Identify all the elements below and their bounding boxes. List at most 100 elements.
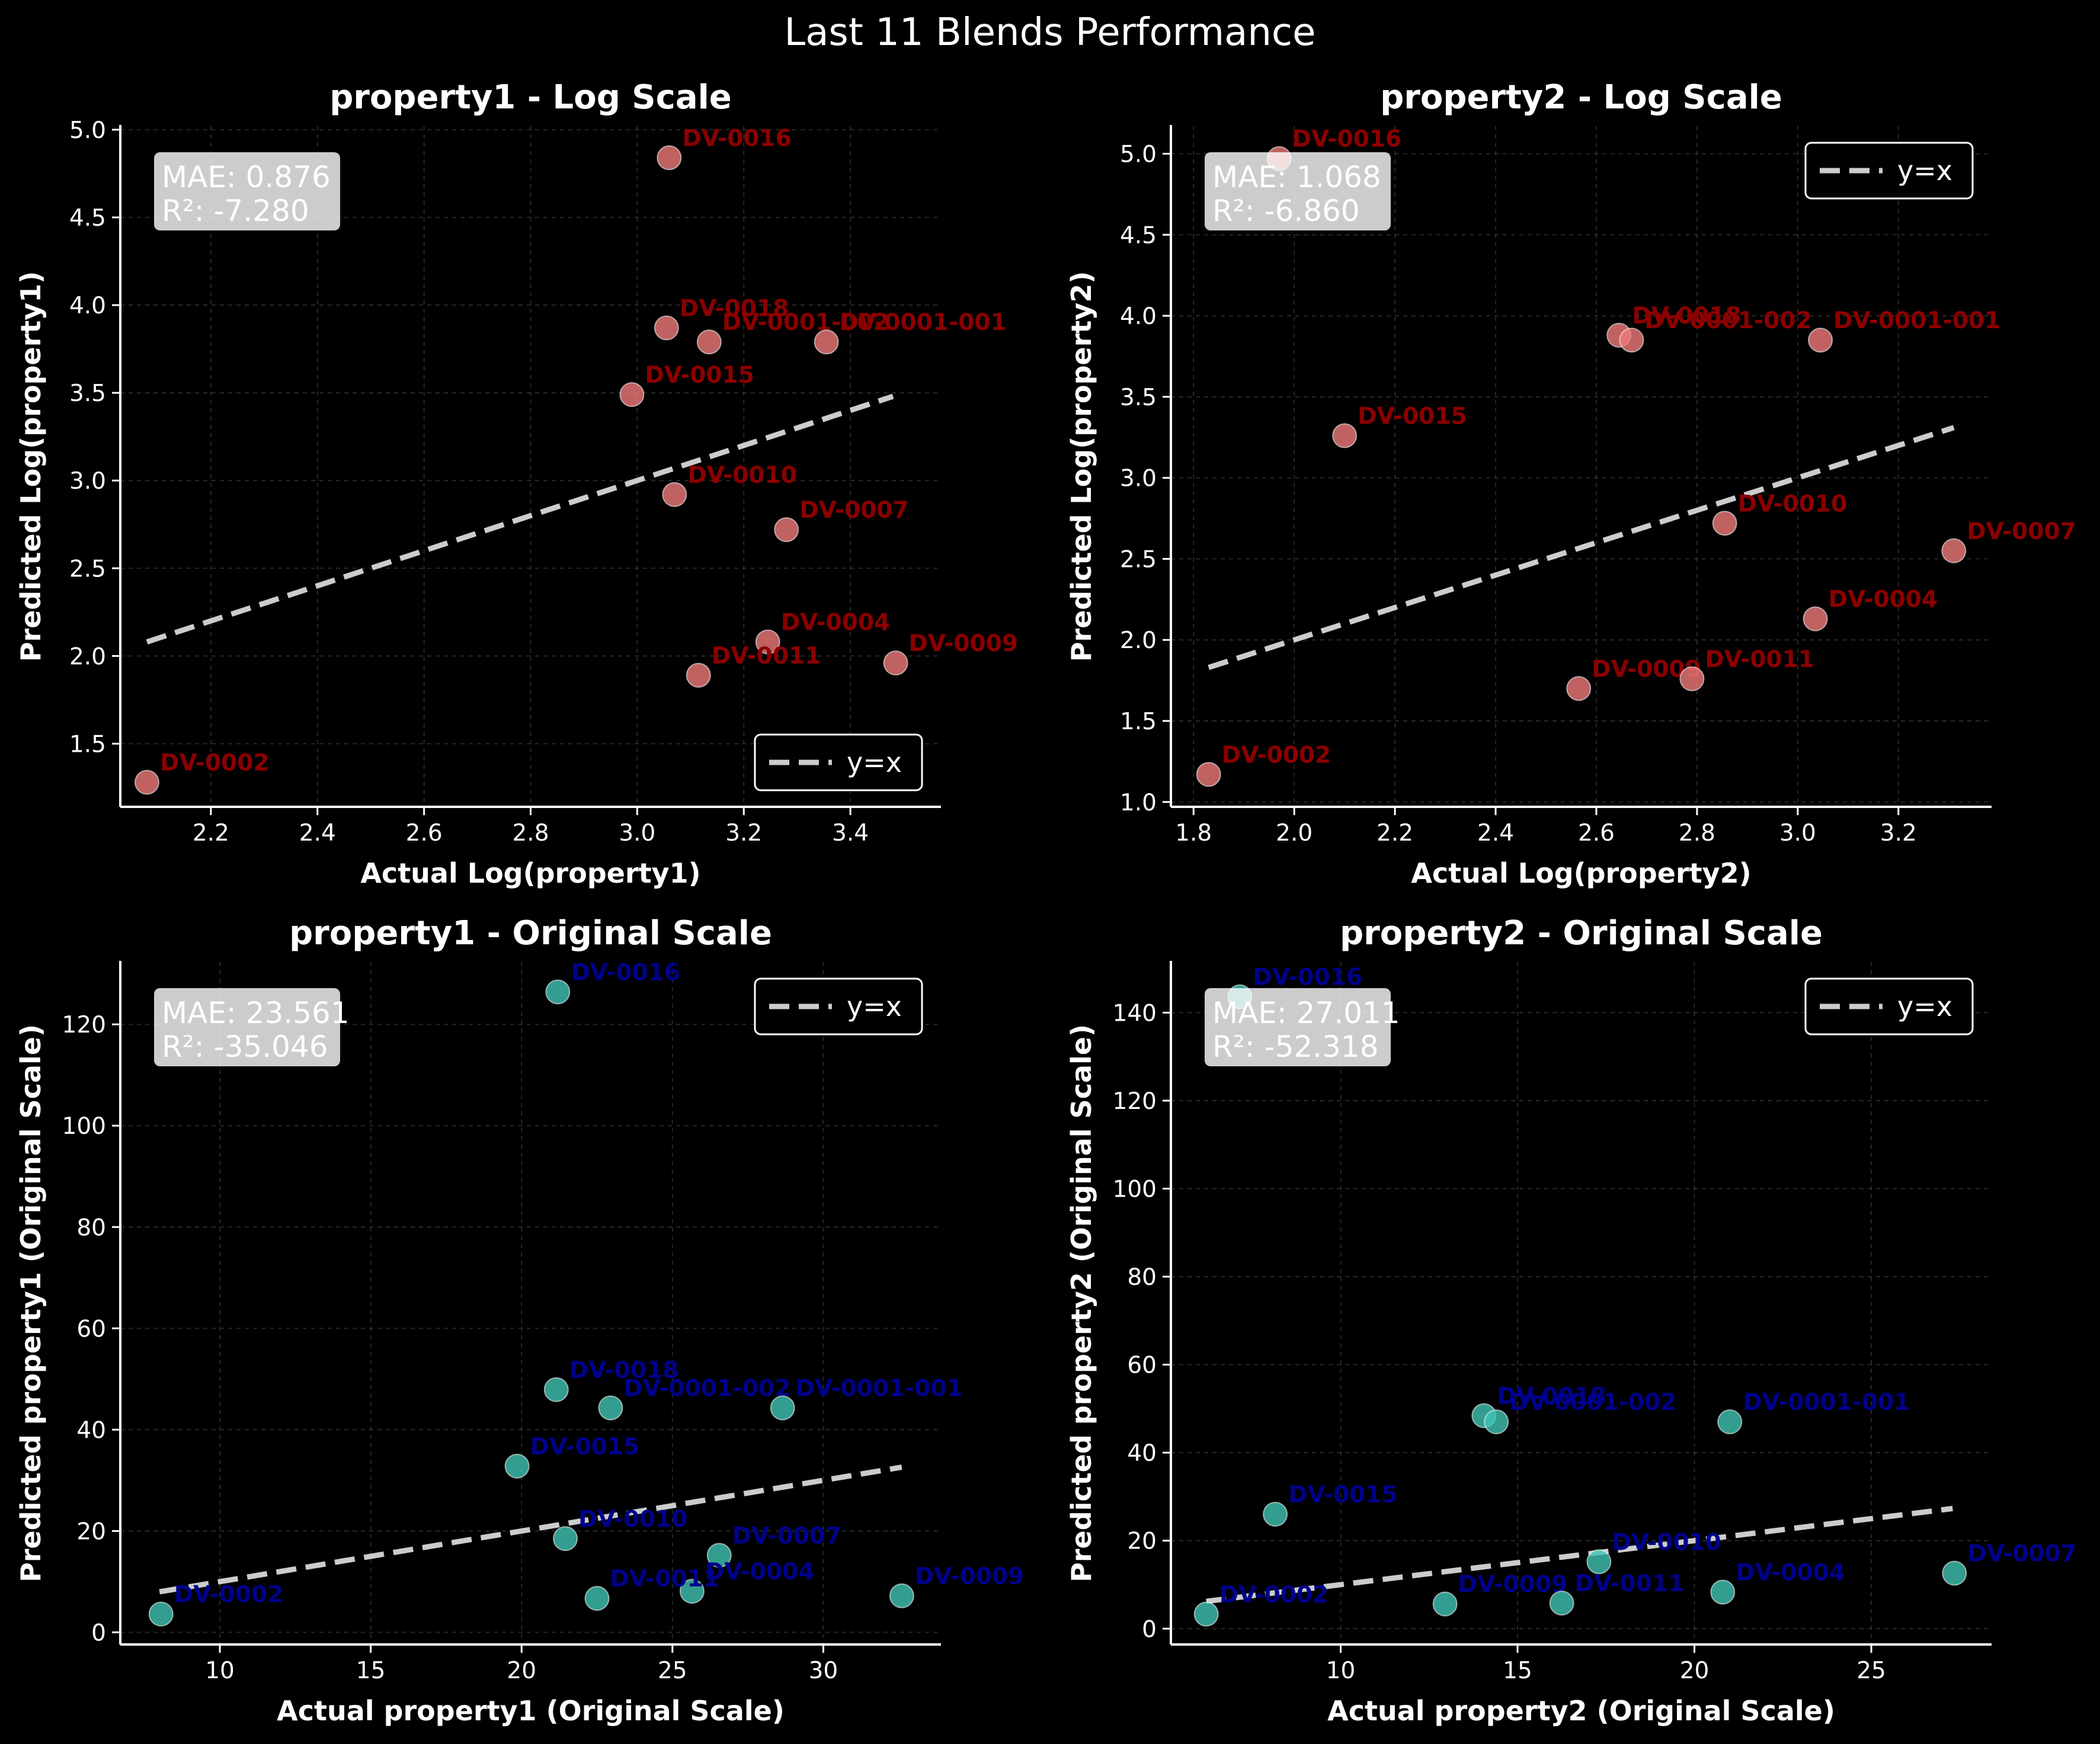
data-point xyxy=(1808,328,1833,353)
y-tick-label: 4.0 xyxy=(69,293,106,319)
data-point xyxy=(696,329,722,355)
data-point xyxy=(1196,762,1221,787)
data-point xyxy=(1619,328,1644,353)
panel-title: property1 - Log Scale xyxy=(329,78,732,117)
y-tick-label: 100 xyxy=(62,1113,106,1140)
point-label: DV-0001-002 xyxy=(1509,1389,1676,1416)
x-tick-label: 2.2 xyxy=(1376,820,1413,847)
x-tick-label: 2.8 xyxy=(1679,820,1715,847)
x-tick-label: 2.4 xyxy=(299,820,336,847)
point-label: DV-0001-001 xyxy=(1833,307,2000,334)
y-tick-label: 5.0 xyxy=(1120,142,1157,168)
panel-3: 10 15 20 25 30020406080100120DV-0016DV-0018D… xyxy=(15,914,1024,1727)
data-point xyxy=(657,145,682,171)
point-label: DV-0011 xyxy=(610,1566,719,1592)
x-tick-label: 2.8 xyxy=(512,820,549,847)
y-axis-label: Predicted Log(property1) xyxy=(15,271,47,662)
data-point xyxy=(598,1395,623,1421)
y-tick-label: 0 xyxy=(91,1620,106,1646)
data-point xyxy=(774,517,799,543)
y-tick-label: 3.0 xyxy=(69,468,106,495)
x-tick-label: 15 xyxy=(1503,1658,1532,1684)
data-point xyxy=(1679,666,1705,691)
y-tick-label: 1.0 xyxy=(1120,790,1157,816)
x-tick-label: 2.6 xyxy=(406,820,443,847)
y-axis-label: Predicted Log(property2) xyxy=(1065,271,1097,662)
data-point xyxy=(1549,1591,1574,1616)
point-label: DV-0010 xyxy=(578,1506,687,1533)
point-label: DV-0002 xyxy=(174,1582,283,1608)
point-label: DV-0004 xyxy=(705,1559,814,1585)
y-tick-label: 4.0 xyxy=(1120,303,1157,330)
point-label: DV-0009 xyxy=(915,1563,1024,1590)
point-label: DV-0010 xyxy=(687,462,796,489)
y-axis-label: Predicted property1 (Original Scale) xyxy=(15,1024,47,1582)
y-tick-label: 100 xyxy=(1113,1176,1157,1203)
y-tick-label: 2.5 xyxy=(69,556,106,582)
mae-value: MAE: 1.068 xyxy=(1212,160,1381,194)
y-tick-label: 80 xyxy=(1127,1264,1157,1291)
mae-value: MAE: 27.011 xyxy=(1212,996,1400,1030)
legend-label: y=x xyxy=(1897,990,1952,1022)
y-tick-label: 0 xyxy=(1142,1616,1157,1643)
legend-box xyxy=(754,977,923,1036)
data-point xyxy=(883,650,908,676)
legend-box xyxy=(754,733,923,791)
legend-label: y=x xyxy=(847,746,902,778)
stats-box xyxy=(1205,152,1391,230)
y-tick-label: 40 xyxy=(76,1417,106,1444)
data-point xyxy=(706,1543,732,1568)
identity-line xyxy=(1206,1506,1953,1604)
x-tick-label: 2.6 xyxy=(1578,820,1615,847)
y-tick-label: 4.5 xyxy=(1120,222,1157,249)
legend-label: y=x xyxy=(1897,155,1952,187)
x-tick-label: 15 xyxy=(356,1658,386,1684)
point-label: DV-0002 xyxy=(160,750,269,777)
data-point xyxy=(686,662,711,688)
data-point xyxy=(1484,1409,1509,1435)
point-label: DV-0010 xyxy=(1738,490,1847,517)
y-tick-label: 2.5 xyxy=(1120,546,1157,573)
data-point xyxy=(1332,423,1358,448)
mae-value: MAE: 0.876 xyxy=(162,160,331,194)
y-tick-label: 1.5 xyxy=(69,731,106,758)
panel-title: property2 - Original Scale xyxy=(1340,914,1823,953)
y-tick-label: 120 xyxy=(62,1012,106,1038)
point-label: DV-0001-001 xyxy=(840,309,1007,336)
x-tick-label: 25 xyxy=(658,1658,687,1684)
point-label: DV-0007 xyxy=(799,497,908,524)
stats-box xyxy=(1205,988,1391,1066)
point-label: DV-0007 xyxy=(732,1522,841,1549)
point-label: DV-0016 xyxy=(1292,126,1401,153)
point-label: DV-0016 xyxy=(682,125,791,152)
x-tick-label: 2.4 xyxy=(1477,820,1514,847)
y-tick-label: 2.0 xyxy=(1120,627,1157,654)
x-axis-label: Actual property2 (Original Scale) xyxy=(1327,1695,1835,1727)
panel-4: 10 15 20 25 0 20 40 60 80 100 120 140 DV-0016 DV-0018… xyxy=(1065,914,2077,1727)
point-label: DV-0015 xyxy=(1358,403,1467,430)
data-point xyxy=(755,629,780,655)
point-label: DV-0010 xyxy=(1612,1529,1721,1556)
y-tick-label: 60 xyxy=(76,1316,106,1342)
x-axis-label: Actual property1 (Original Scale) xyxy=(277,1695,785,1727)
point-label: DV-0011 xyxy=(1705,646,1814,673)
data-point xyxy=(889,1583,914,1608)
y-tick-label: 5.0 xyxy=(69,117,106,144)
point-label: DV-0002 xyxy=(1222,742,1331,768)
data-point xyxy=(543,1377,569,1402)
point-label: DV-0001-001 xyxy=(1743,1389,1910,1416)
identity-line xyxy=(159,1464,902,1595)
panel-title: property2 - Log Scale xyxy=(1380,78,1782,117)
figure-title: Last 11 Blends Performance xyxy=(785,11,1316,54)
point-label: DV-0018 xyxy=(569,1357,678,1384)
data-point xyxy=(679,1579,705,1604)
point-label: DV-0001-002 xyxy=(623,1376,790,1402)
data-point xyxy=(1941,538,1967,563)
data-point xyxy=(1717,1409,1743,1435)
x-tick-label: 2.0 xyxy=(1276,820,1312,847)
legend-label: y=x xyxy=(847,990,902,1022)
r2-value: R²: -35.046 xyxy=(162,1030,328,1064)
point-label: DV-0007 xyxy=(1967,1541,2076,1567)
x-axis-label: Actual Log(property1) xyxy=(360,857,700,889)
